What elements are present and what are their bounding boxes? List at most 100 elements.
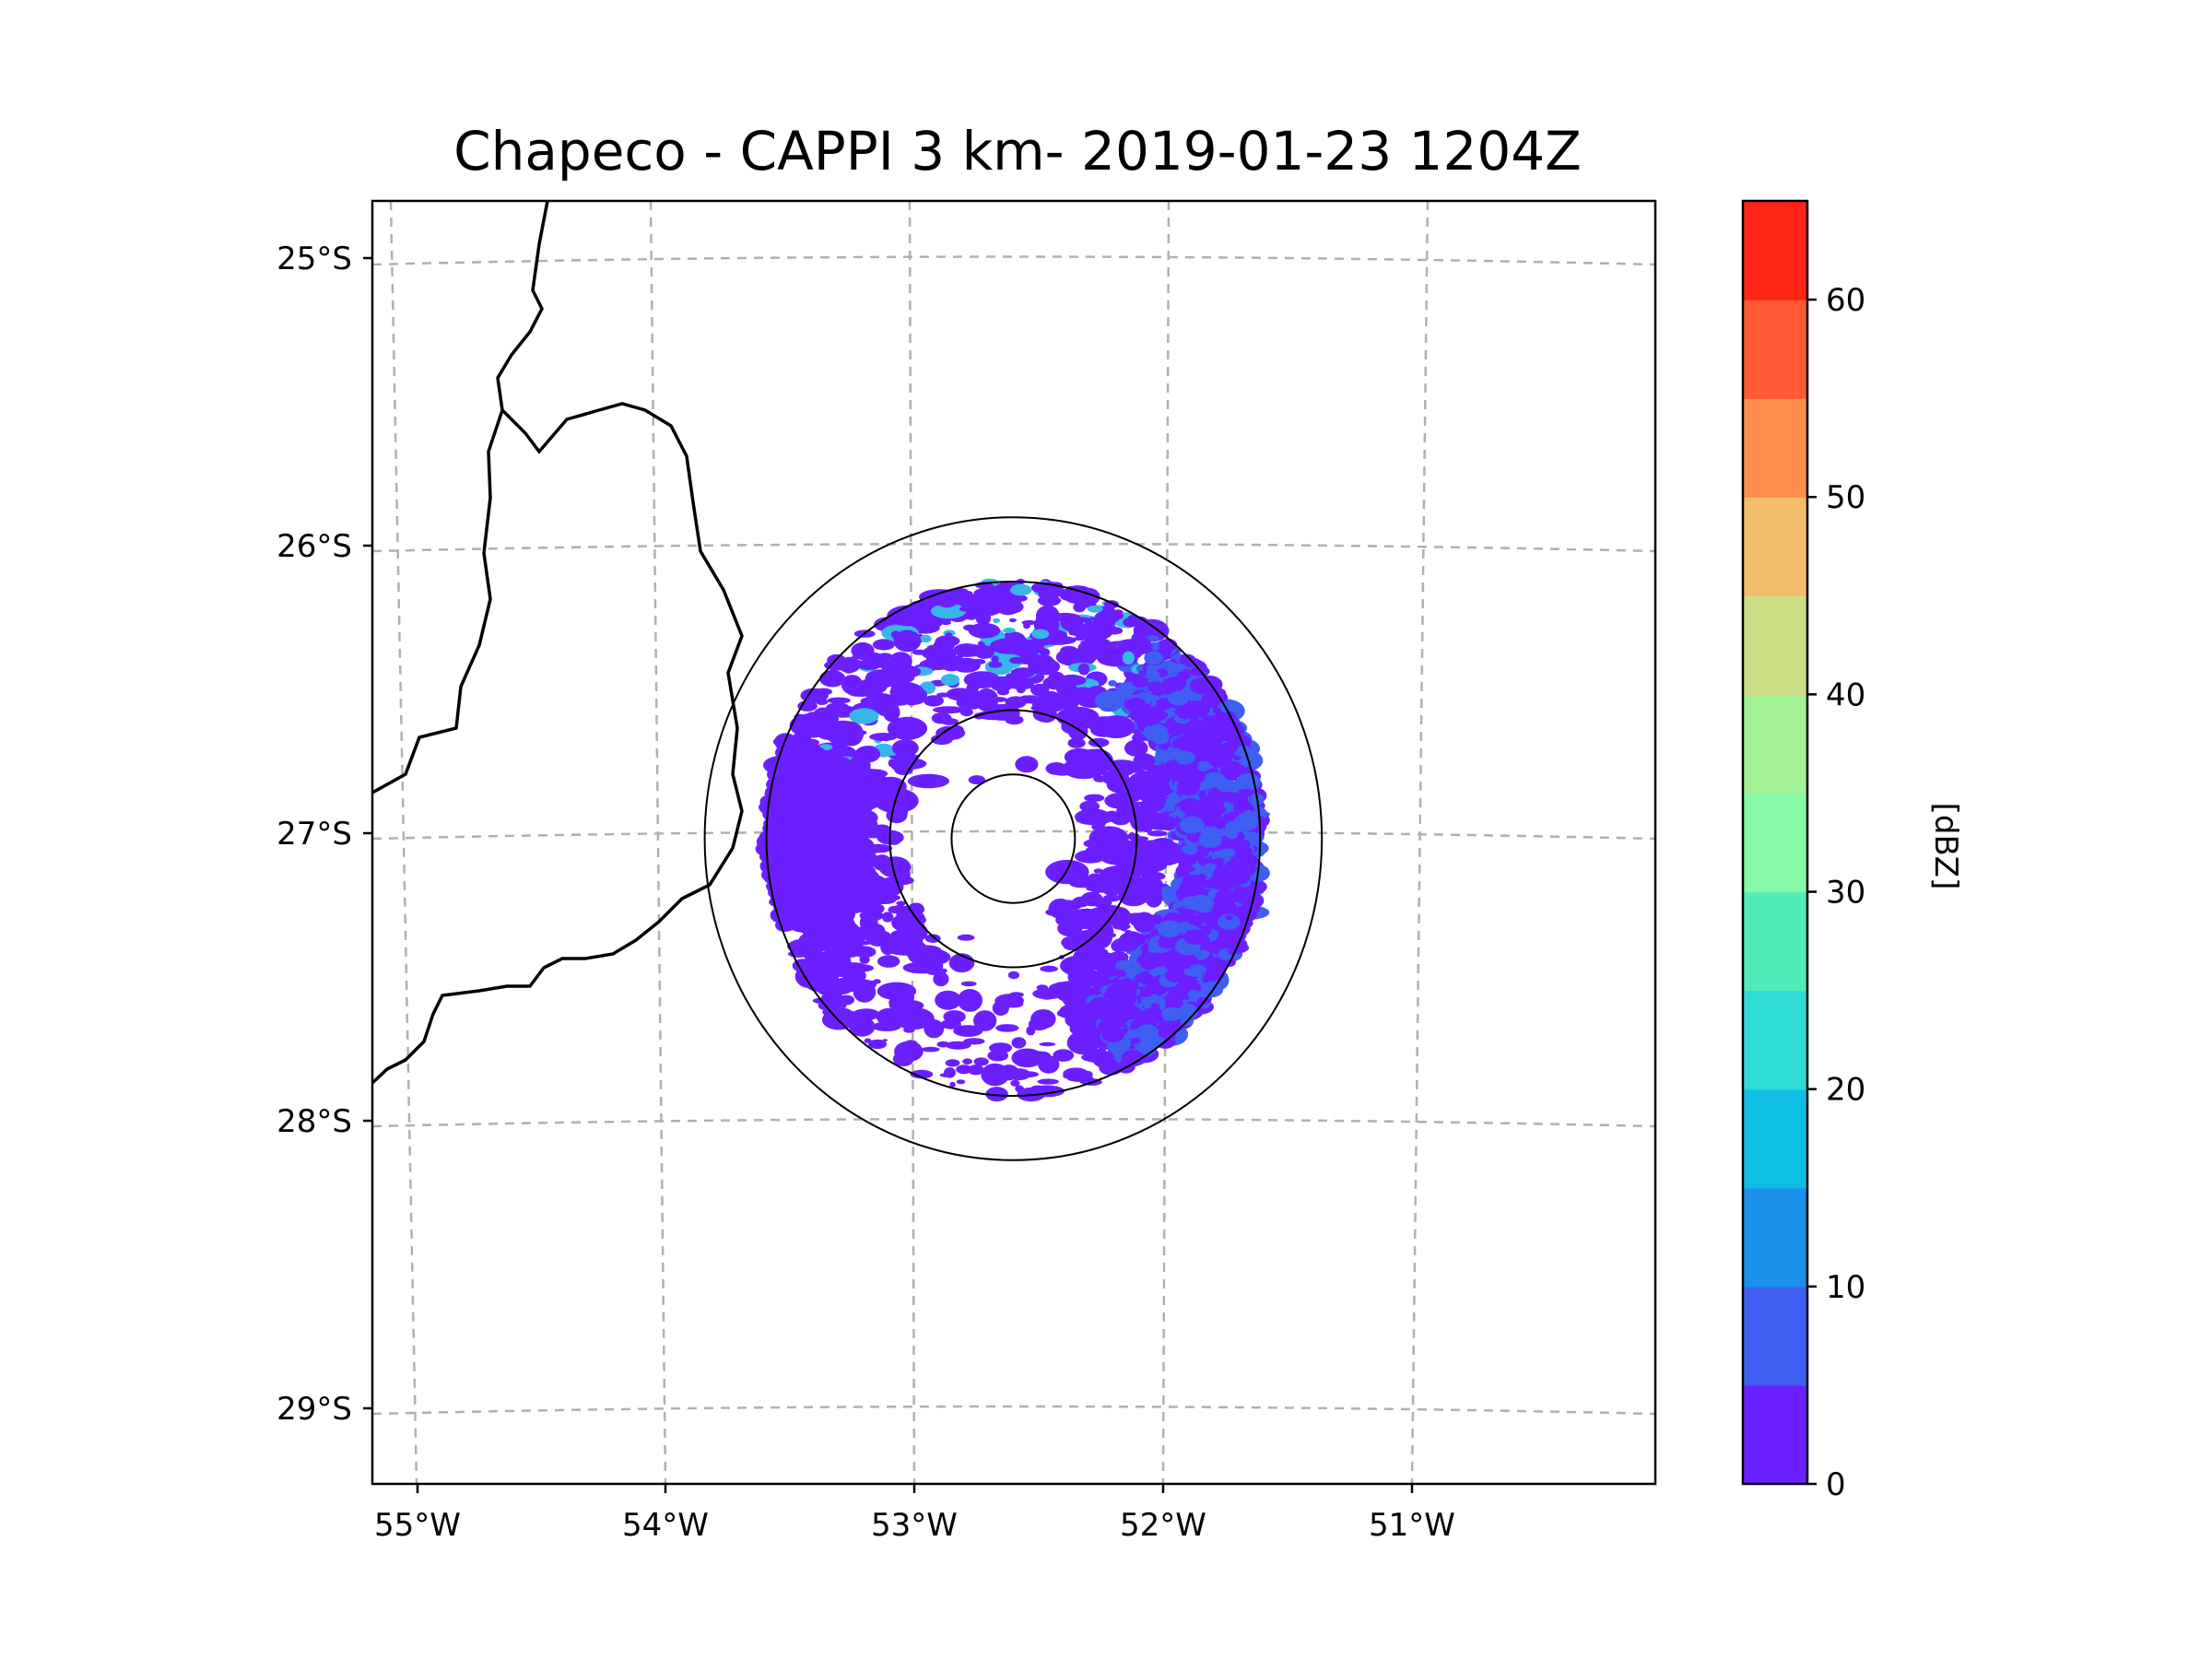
radar-echo — [1132, 762, 1142, 771]
radar-echo — [854, 729, 865, 739]
x-tick-label: 54°W — [622, 1507, 709, 1544]
radar-echo — [1073, 602, 1087, 613]
radar-echo — [968, 622, 1001, 639]
radar-echo — [926, 644, 950, 651]
radar-echo — [1021, 619, 1037, 626]
radar-echo — [981, 1063, 1009, 1087]
radar-echo — [948, 724, 964, 736]
radar-echo — [1136, 955, 1150, 965]
range-ring-250km — [703, 516, 1324, 1161]
radar-echo — [1040, 965, 1058, 972]
radar-echo — [1205, 720, 1230, 737]
colorbar-bin — [1743, 1286, 1807, 1386]
radar-echo — [957, 934, 975, 941]
radar-echo — [930, 734, 953, 746]
radar-echo — [856, 887, 872, 898]
radar-echo — [1009, 583, 1032, 596]
radar-echo — [771, 791, 787, 803]
radar-echo — [1030, 1009, 1056, 1030]
meridian-52w — [1161, 201, 1171, 1484]
radar-echo — [785, 745, 795, 751]
radar-echo — [1051, 768, 1075, 776]
radar-echo — [1165, 969, 1185, 982]
radar-echo — [892, 1051, 914, 1067]
radar-echo — [1060, 955, 1096, 976]
radar-echo — [1147, 946, 1159, 954]
radar-echo — [1187, 832, 1202, 842]
radar-echo — [1143, 724, 1169, 742]
radar-echo — [1158, 920, 1182, 938]
radar-echo — [861, 789, 870, 795]
radar-echo — [956, 1065, 972, 1075]
radar-echo — [846, 686, 876, 697]
radar-echo — [1104, 932, 1116, 938]
radar-echo — [836, 869, 855, 883]
radar-echo — [1031, 629, 1050, 640]
radar-echo — [963, 624, 977, 631]
radar-echo — [968, 1065, 984, 1076]
radar-echo — [910, 688, 927, 701]
colorbar-frame — [1741, 199, 1809, 1486]
radar-echo — [1064, 942, 1085, 951]
radar-echo — [1135, 837, 1148, 842]
radar-echo — [1121, 1050, 1145, 1067]
radar-echo — [966, 683, 980, 692]
radar-echo — [1137, 789, 1147, 793]
radar-echo — [873, 641, 885, 648]
radar-echo — [1195, 735, 1221, 752]
radar-echo — [1198, 830, 1223, 848]
radar-echo — [891, 763, 899, 771]
radar-echo — [1074, 653, 1083, 659]
radar-echo — [943, 1010, 966, 1024]
radar-echo — [1032, 988, 1064, 1000]
radar-echo — [1238, 840, 1251, 849]
radar-echo — [1083, 974, 1102, 981]
radar-echo — [975, 611, 992, 626]
radar-echo — [890, 630, 900, 639]
radar-echo — [973, 1010, 997, 1031]
radar-echo — [1133, 677, 1146, 686]
radar-echo — [893, 629, 922, 653]
radar-echo — [888, 652, 912, 671]
radar-echo — [1187, 989, 1202, 1000]
radar-echo — [1196, 760, 1211, 771]
radar-echo — [1168, 690, 1189, 706]
radar-echo — [877, 955, 900, 968]
radar-echo — [831, 895, 847, 907]
radar-echo — [1066, 1030, 1100, 1055]
radar-echo — [972, 592, 987, 604]
radar-echo — [1070, 762, 1101, 771]
radar-echo — [1212, 707, 1222, 714]
radar-echo — [1040, 648, 1051, 657]
radar-echo — [1217, 913, 1241, 930]
radar-echo — [881, 912, 894, 923]
map-frame — [371, 199, 1657, 1486]
radar-echo — [1150, 1003, 1160, 1010]
radar-echo — [1038, 587, 1058, 601]
colorbar-bin — [1743, 300, 1807, 399]
range-ring-200km — [765, 581, 1262, 1097]
radar-echo — [816, 699, 829, 705]
parallel-26s — [372, 542, 1655, 553]
radar-echo — [1202, 813, 1215, 822]
radar-echo — [827, 961, 845, 971]
radar-echo — [1082, 912, 1099, 920]
y-tick-label: 28°S — [276, 1103, 352, 1140]
radar-echo — [1129, 771, 1168, 790]
radar-echo — [1155, 987, 1165, 994]
meridian-53w — [908, 201, 916, 1484]
x-tick-label: 53°W — [871, 1507, 958, 1544]
radar-echo — [1132, 618, 1142, 626]
radar-echo — [847, 764, 867, 779]
radar-echo — [852, 652, 883, 661]
radar-echo — [1147, 830, 1168, 837]
radar-echo — [1094, 890, 1100, 894]
radar-echo — [816, 977, 824, 986]
radar-echo — [1038, 1055, 1060, 1074]
radar-echo — [1081, 1052, 1112, 1063]
radar-echo — [1158, 935, 1177, 949]
radar-echo — [1189, 964, 1206, 975]
y-tick-label: 25°S — [276, 241, 352, 277]
radar-echo — [1125, 698, 1147, 713]
radar-echo — [1077, 663, 1090, 676]
